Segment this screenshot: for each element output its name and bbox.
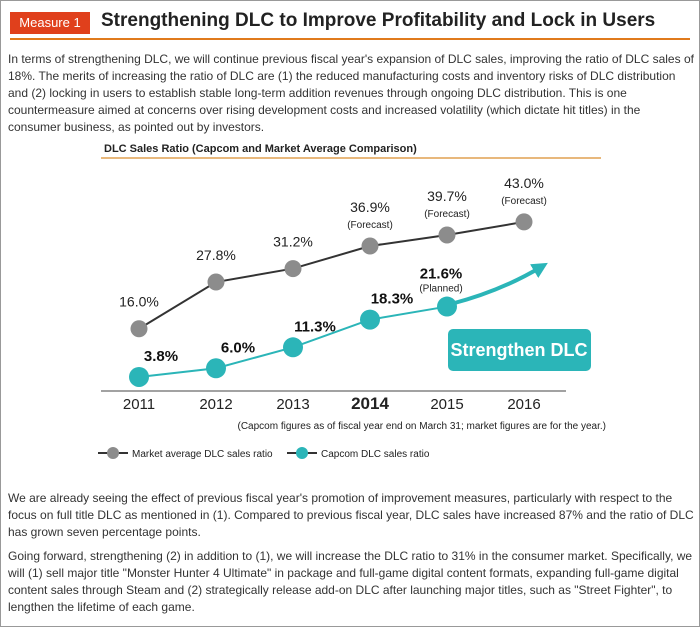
legend-marker	[107, 447, 119, 459]
paragraph: In terms of strengthening DLC, we will c…	[8, 52, 694, 134]
page-title: Strengthening DLC to Improve Profitabili…	[101, 10, 656, 31]
data-label: 39.7%	[427, 188, 467, 204]
badge: Measure 1	[10, 12, 90, 34]
data-label: 36.9%	[350, 199, 390, 215]
legend-label: Capcom DLC sales ratio	[321, 449, 430, 460]
data-point	[438, 226, 456, 244]
data-label: 11.3%	[294, 318, 336, 335]
data-point	[515, 213, 533, 231]
paragraph: We are already seeing the effect of prev…	[8, 491, 694, 539]
growth-arrow	[450, 262, 548, 306]
x-tick-label: 2014	[351, 394, 389, 413]
data-point	[437, 296, 457, 317]
data-note: (Planned)	[419, 284, 462, 295]
data-label: 18.3%	[371, 291, 414, 308]
data-point	[129, 366, 149, 387]
footnote: (Capcom figures as of fiscal year end on…	[238, 421, 607, 432]
data-note: (Forecast)	[501, 196, 547, 207]
data-point	[284, 260, 302, 278]
header-rule	[10, 38, 690, 40]
annotation-box	[448, 329, 591, 371]
annotation: Strengthen DLC	[451, 340, 588, 360]
data-point	[360, 309, 380, 330]
x-tick-label: 2011	[123, 396, 155, 413]
data-label: 21.6%	[420, 266, 463, 283]
data-label: 16.0%	[119, 294, 159, 310]
paragraph: Going forward, strengthening (2) in addi…	[8, 549, 693, 614]
data-point	[130, 320, 148, 338]
x-tick-label: 2016	[507, 396, 540, 413]
data-label: 6.0%	[221, 339, 255, 356]
data-point	[207, 273, 225, 291]
data-point	[283, 337, 303, 358]
x-tick-label: 2012	[199, 396, 232, 413]
data-point	[206, 358, 226, 379]
data-note: (Forecast)	[347, 220, 393, 231]
x-tick-label: 2013	[276, 396, 309, 413]
legend-marker	[296, 447, 308, 459]
legend-label: Market average DLC sales ratio	[132, 449, 273, 460]
data-label: 3.8%	[144, 348, 178, 365]
x-tick-label: 2015	[430, 396, 463, 413]
data-note: (Forecast)	[424, 209, 470, 220]
data-label: 43.0%	[504, 175, 544, 191]
data-label: 31.2%	[273, 234, 313, 250]
chart-title: DLC Sales Ratio (Capcom and Market Avera…	[104, 143, 417, 155]
series-line	[138, 220, 525, 330]
data-label: 27.8%	[196, 247, 236, 263]
data-point	[361, 237, 379, 255]
